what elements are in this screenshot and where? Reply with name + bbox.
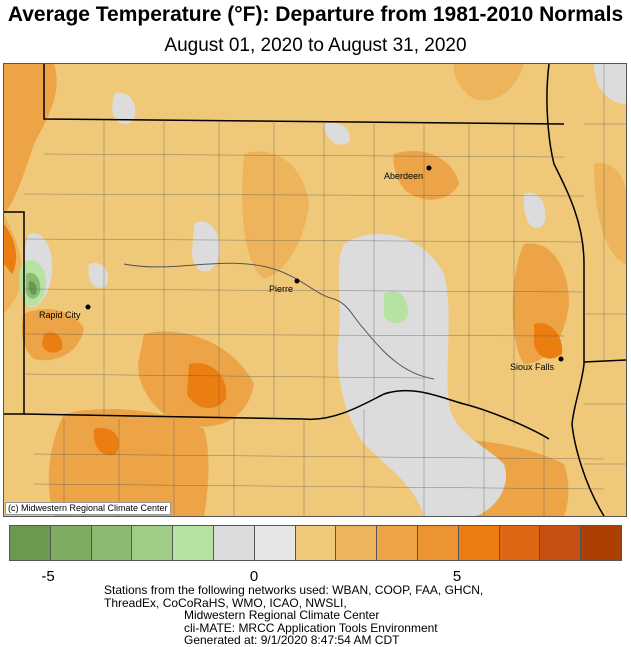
region-gray-west-central [192,221,220,272]
region-sioux-falls-hot [534,323,563,359]
city-dot-aberdeen [426,165,432,171]
legend-tick-0: 0 [249,568,259,585]
region-central-warm [242,151,309,279]
temperature-departure-map: Aberdeen Pierre Rapid City Sioux Falls (… [3,63,627,517]
legend-swatch-2 [90,525,133,561]
footer-line-generated: Generated at: 9/1/2020 8:47:54 AM CDT [184,633,400,647]
map-canvas: Aberdeen Pierre Rapid City Sioux Falls [4,64,626,516]
legend-swatch-13 [539,525,582,561]
sd-ne-border [23,389,550,440]
map-subtitle: August 01, 2020 to August 31, 2020 [164,35,467,56]
state-boundaries [4,64,626,516]
region-aberdeen-warm [393,150,459,200]
warm-anomaly-regions [4,64,626,516]
region-nebraska-warm [48,409,209,516]
region-south-central-hot [187,363,227,409]
region-gray-west [88,263,109,288]
city-dot-sioux-falls [558,356,564,362]
city-markers: Aberdeen Pierre Rapid City Sioux Falls [39,165,564,372]
footer-line-climate: cli-MATE: MRCC Application Tools Environ… [184,620,438,635]
map-title: Average Temperature (°F): Departure from… [7,3,624,26]
legend-swatch-1 [49,525,92,561]
region-rapid-south-hot [42,332,63,353]
region-minnesota-warm [594,163,626,264]
legend-swatch-11 [457,525,500,561]
legend-swatch-0 [9,525,51,561]
legend-swatch-4 [172,525,214,561]
region-green-black-hills-dark [28,281,37,295]
region-gray-east [523,193,546,228]
city-dot-rapid-city [85,304,91,310]
legend-swatch-5 [212,525,255,561]
city-label-rapid-city: Rapid City [39,310,81,320]
missouri-river [123,262,435,380]
city-dot-pierre [294,278,300,284]
legend-swatch-8 [335,525,378,561]
city-label-sioux-falls: Sioux Falls [510,362,555,372]
footer-line-mrcc: Midwestern Regional Climate Center [184,608,380,622]
legend-swatch-3 [131,525,174,561]
near-normal-regions [23,64,626,516]
legend-swatch-14 [580,525,622,561]
county-lines [23,64,626,516]
legend-swatch-10 [416,525,459,561]
city-label-aberdeen: Aberdeen [384,171,423,181]
region-nebraska-hot [93,428,119,456]
legend-swatch-7 [294,525,337,561]
region-gray-north-central [324,122,350,145]
copyright-notice: (c) Midwestern Regional Climate Center [5,502,171,515]
legend-tick-5: 5 [452,568,462,585]
city-label-pierre: Pierre [269,284,293,294]
cool-anomaly-regions [19,260,409,324]
legend-tick-minus-5: -5 [41,568,55,585]
legend-swatch-9 [376,525,418,561]
region-gray-central [337,234,507,516]
footer-notes: Stations from the following networks use… [104,584,624,647]
region-north-warm [453,64,524,101]
footer-line-networks-cont: ThreadEx, CoCoRaHS, WMO, ICAO, NWSLI, [104,595,347,610]
region-green-central [384,291,409,324]
region-gray-northwest [112,93,136,125]
nd-sd-border [43,64,565,125]
sd-mn-ia-border [546,64,605,516]
region-gray-northeast [594,64,626,104]
legend-swatch-12 [498,525,541,561]
wy-sd-border [4,211,25,415]
mn-ia-border [583,359,626,363]
color-legend [9,525,622,561]
region-west-hot [4,224,17,274]
footer-line-networks: Stations from the following networks use… [104,583,484,597]
legend-swatch-6 [253,525,296,561]
